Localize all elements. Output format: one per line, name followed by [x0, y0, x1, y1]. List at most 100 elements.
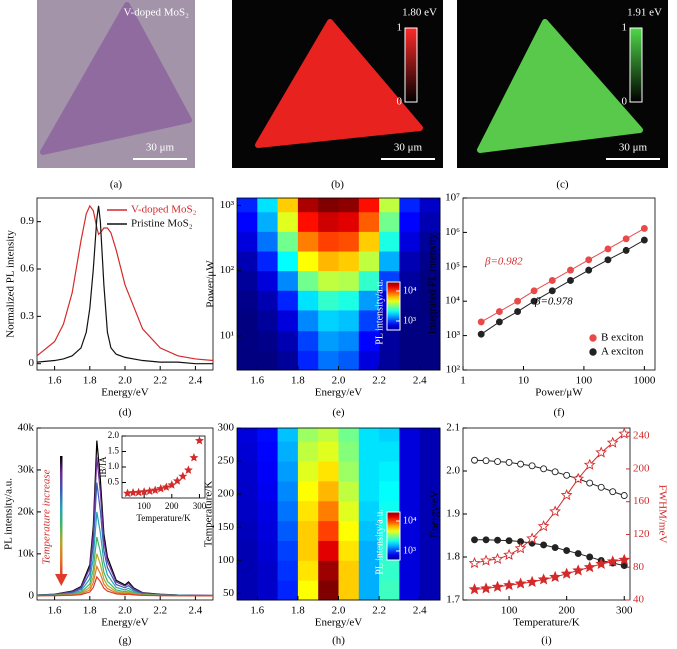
heatmap-cell: [318, 198, 339, 213]
panel-caption: (g): [119, 635, 132, 647]
x-tick-label: 1000: [633, 375, 656, 387]
y-tick-label: 1.5: [108, 446, 120, 456]
heatmap-cell: [277, 198, 299, 213]
heatmap-cell: [338, 560, 360, 581]
heatmap-cell: [277, 231, 299, 252]
heatmap-cell: [419, 350, 441, 371]
colorbar-tick-label: 0: [622, 96, 628, 108]
x-tick-label: 1.6: [48, 605, 62, 617]
heatmap-cell: [318, 309, 339, 332]
heatmap-cell: [277, 441, 299, 462]
heatmap-cell: [399, 580, 421, 601]
circle-marker: [494, 458, 502, 465]
flake: [40, 2, 192, 155]
heatmap-cell: [277, 251, 299, 272]
circle-marker: [622, 246, 630, 254]
star-marker: [606, 436, 619, 448]
star-marker: [618, 427, 631, 439]
y-tick-label: 30k: [18, 463, 35, 475]
circle-marker: [540, 541, 548, 549]
plot-frame: [462, 197, 656, 371]
colorbar-tick-label: 10⁴: [403, 515, 417, 526]
heatmap-cell: [257, 560, 279, 581]
heatmap-cell: [379, 251, 400, 272]
circle-marker: [477, 318, 485, 326]
y-tick-label: 0.5: [108, 477, 120, 487]
heatmap-cell: [277, 309, 299, 332]
y2-tick-label: 240: [633, 430, 650, 442]
y-tick-label: 100: [218, 554, 235, 566]
x-tick-label: 1.6: [48, 375, 62, 387]
heatmap-cell: [297, 520, 319, 541]
star-marker: [183, 465, 193, 474]
heatmap-cell: [257, 330, 279, 351]
y-tick-label: 10²: [446, 364, 461, 376]
heatmap-cell: [338, 231, 360, 252]
heatmap-cell: [358, 231, 380, 252]
panel-caption: (e): [332, 407, 345, 419]
heatmap-cell: [419, 270, 441, 291]
heatmap-cell: [277, 270, 299, 291]
heatmap-cell: [399, 270, 421, 291]
circle-marker: [563, 547, 571, 554]
circle-marker: [514, 297, 522, 305]
x-axis-label: Energy/eV: [315, 387, 363, 399]
heatmap-cell: [399, 540, 421, 561]
x-axis-label: Energy/eV: [315, 617, 363, 629]
heatmap-cell: [318, 270, 339, 291]
star-marker: [583, 561, 596, 573]
star-marker: [480, 582, 492, 594]
y-tick-label: 1.7: [446, 594, 460, 606]
heatmap-cell: [237, 461, 258, 482]
y-tick-label: 10⁷: [445, 192, 460, 204]
panel-caption: (h): [332, 635, 345, 647]
heatmap-cell: [419, 461, 441, 482]
heatmap-cell: [277, 520, 299, 541]
series-line: [36, 205, 213, 365]
y-tick-label: 1.9: [446, 508, 460, 520]
star-marker: [537, 520, 550, 532]
heatmap-cell: [399, 520, 421, 541]
circle-marker: [597, 483, 605, 491]
heatmap-cell: [277, 580, 299, 601]
x-axis-label: Energy/eV: [101, 617, 149, 629]
heatmap-cell: [419, 211, 441, 232]
heatmap-cell: [419, 290, 441, 311]
y2-axis-label: FWHM/meV: [656, 485, 668, 544]
heatmap-cell: [399, 428, 421, 442]
heatmap-cell: [237, 350, 258, 371]
heatmap-cell: [419, 198, 441, 213]
y-tick-label: 0.6: [20, 263, 34, 275]
star-marker: [167, 480, 177, 489]
heatmap-cell: [277, 211, 299, 232]
circle-marker: [551, 544, 559, 551]
y-tick-label: 10⁶: [445, 226, 460, 238]
star-marker: [537, 573, 550, 585]
y2-tick-label: 40: [633, 594, 645, 606]
heatmap-cell: [237, 428, 258, 442]
x-axis-label: Temperature/K: [136, 513, 191, 523]
annotation: β=0.982: [484, 256, 523, 268]
heatmap-cell: [237, 580, 258, 601]
x-tick-label: 1: [460, 375, 466, 387]
star-marker: [595, 557, 608, 569]
plot-frame: [462, 427, 631, 601]
x-tick-label: 2.0: [118, 605, 132, 617]
image-label: V-doped MoS₂: [124, 7, 190, 19]
heatmap-cell: [318, 461, 339, 482]
heatmap-cell: [297, 441, 319, 462]
colorbar-label: PL intensity/a.u.: [374, 509, 385, 574]
heatmap-cell: [318, 251, 339, 272]
heatmap-cell: [419, 231, 441, 252]
heatmap-cell: [338, 350, 360, 371]
star-marker: [150, 485, 160, 495]
y-tick-label: 0.3: [20, 310, 34, 322]
circle-marker: [528, 462, 536, 470]
heatmap-cell: [338, 441, 360, 462]
heatmap-cell: [237, 540, 258, 561]
heatmap-cell: [297, 540, 319, 561]
x-axis-label: Power/μW: [535, 387, 583, 399]
circle-marker: [530, 297, 538, 305]
x-tick-label: 100: [137, 501, 151, 511]
heatmap-cell: [338, 520, 360, 541]
